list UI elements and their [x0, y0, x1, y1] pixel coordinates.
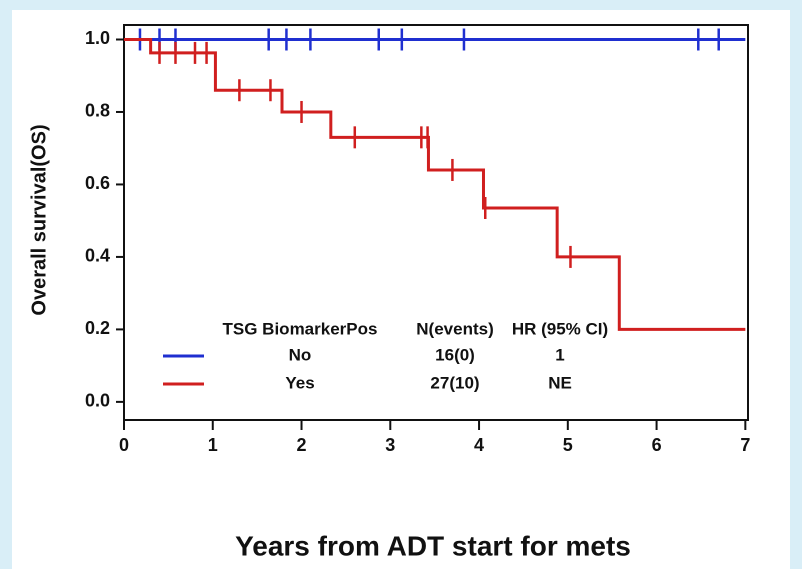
x-tick-label: 1	[208, 435, 218, 455]
y-tick-label: 0.6	[85, 173, 110, 193]
frame	[12, 10, 790, 569]
plot-frame	[123, 24, 749, 421]
legend-cell: No	[289, 345, 312, 364]
legend-header: N(events)	[416, 319, 493, 338]
y-tick-label: 0.8	[85, 101, 110, 121]
x-axis-label: Years from ADT start for mets	[235, 530, 631, 561]
y-tick-label: 0.4	[85, 246, 110, 266]
legend-cell: 1	[555, 345, 564, 364]
y-axis-label: Overall survival(OS)	[28, 124, 50, 315]
x-tick-label: 5	[563, 435, 573, 455]
legend-header: TSG BiomarkerPos	[223, 319, 378, 338]
y-tick-label: 0.2	[85, 318, 110, 338]
x-tick-label: 4	[474, 435, 484, 455]
x-tick-label: 3	[385, 435, 395, 455]
legend-cell: NE	[548, 373, 572, 392]
y-tick-label: 1.0	[85, 28, 110, 48]
x-tick-label: 0	[119, 435, 129, 455]
x-tick-label: 7	[740, 435, 750, 455]
legend-header: HR (95% CI)	[512, 319, 608, 338]
legend-cell: 27(10)	[430, 373, 479, 392]
y-tick-label: 0.0	[85, 391, 110, 411]
legend-cell: Yes	[285, 373, 314, 392]
survival-curve	[124, 37, 746, 331]
legend-cell: 16(0)	[435, 345, 475, 364]
x-tick-label: 2	[297, 435, 307, 455]
x-tick-label: 6	[652, 435, 662, 455]
